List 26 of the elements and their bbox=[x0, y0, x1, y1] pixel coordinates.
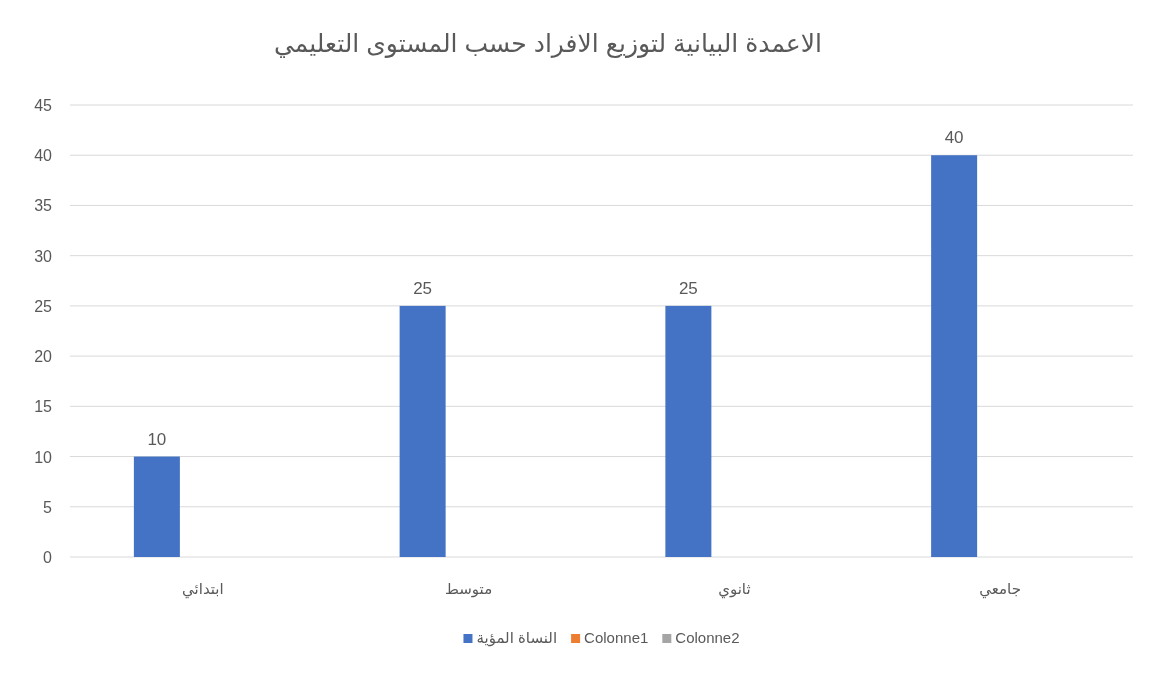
x-tick-label: ثانوي bbox=[718, 580, 751, 599]
legend-label: Colonne1 bbox=[584, 629, 649, 646]
legend-label: Colonne2 bbox=[675, 629, 740, 646]
x-tick-label: ابتدائي bbox=[182, 580, 224, 599]
y-tick-label: 5 bbox=[43, 498, 53, 516]
data-label: 25 bbox=[413, 278, 433, 298]
data-label: 25 bbox=[678, 278, 698, 298]
x-tick-label: متوسط bbox=[445, 580, 493, 598]
data-label: 40 bbox=[944, 128, 964, 148]
y-tick-label: 20 bbox=[34, 348, 53, 366]
data-label: 10 bbox=[147, 429, 167, 449]
bar bbox=[665, 305, 712, 557]
y-tick-label: 0 bbox=[43, 549, 53, 566]
y-tick-label: 35 bbox=[34, 197, 53, 215]
y-tick-label: 15 bbox=[34, 398, 53, 416]
y-tick-label: 45 bbox=[34, 97, 53, 114]
y-tick-label: 10 bbox=[34, 448, 53, 466]
legend-label: النساة المؤية bbox=[476, 629, 558, 647]
y-tick-label: 40 bbox=[34, 147, 53, 165]
x-tick-label: جامعي bbox=[979, 580, 1021, 599]
y-tick-label: 30 bbox=[34, 247, 53, 265]
chart-title: الاعمدة البيانية لتوزيع الافراد حسب المستوى التعليمي bbox=[273, 29, 823, 59]
y-tick-label: 25 bbox=[34, 297, 53, 315]
bar bbox=[133, 456, 180, 557]
bar bbox=[399, 305, 446, 557]
bar bbox=[931, 155, 978, 557]
